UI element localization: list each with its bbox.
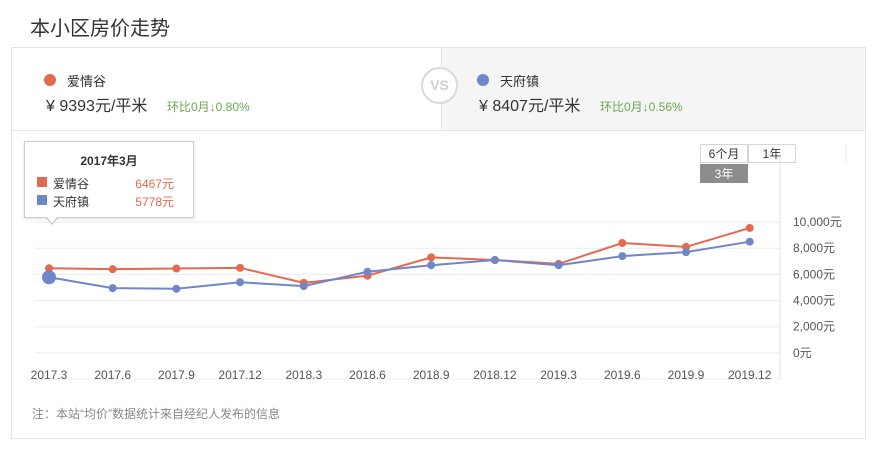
y-tick-label: 8,000元: [793, 241, 835, 255]
x-tick-label: 2017.12: [218, 368, 262, 382]
data-point[interactable]: [554, 261, 563, 270]
x-tick-label: 2019.6: [604, 368, 641, 382]
left-color-dot: [44, 74, 56, 86]
tooltip-name-left: 爱情谷: [53, 177, 90, 191]
tab-3-years[interactable]: 3年: [700, 164, 748, 183]
price-trend-chart: 10,000元 8,000元 6,000元 4,000元 2,000元 0元 2017.3…: [31, 144, 847, 382]
data-point[interactable]: [45, 264, 53, 273]
right-community-name: 天府镇: [500, 74, 540, 89]
y-axis: 10,000元 8,000元 6,000元 4,000元 2,000元 0元: [793, 215, 842, 360]
y-tick-label: 2,000元: [793, 320, 835, 334]
left-community-name: 爱情谷: [67, 74, 107, 89]
data-point[interactable]: [618, 252, 627, 261]
right-community-change: 环比0月↓0.56%: [600, 100, 683, 114]
series-line-left: [48, 227, 750, 284]
x-axis: 2017.3 2017.6 2017.9 2017.12 2018.3 2018.6 201…: [31, 368, 772, 382]
x-tick-label: 2017.9: [158, 368, 195, 382]
tooltip-row-left: 爱情谷 6467元: [37, 175, 187, 191]
left-community-price: ¥ 9393元/平米: [46, 98, 148, 115]
left-community-change: 环比0月↓0.80%: [167, 100, 250, 114]
x-tick-label: 2018.3: [285, 368, 322, 382]
x-tick-label: 2019.3: [540, 368, 577, 382]
tooltip-value-right: 5778元: [135, 195, 174, 209]
chart-grid: [34, 144, 847, 380]
chart-tooltip: 2017年3月 爱情谷 6467元 天府镇 5778元: [24, 141, 194, 225]
data-point[interactable]: [172, 264, 181, 273]
series-lines: [48, 227, 750, 290]
tooltip-swatch-right: [37, 195, 47, 205]
community-right: 天府镇 ¥ 8407元/平米 环比0月↓0.56%: [477, 70, 777, 116]
tooltip-title: 2017年3月: [80, 154, 138, 168]
data-point[interactable]: [618, 239, 627, 247]
data-point[interactable]: [745, 237, 754, 246]
community-right-bg: 天府镇 ¥ 8407元/平米 环比0月↓0.56%: [441, 48, 865, 130]
data-point[interactable]: [108, 265, 117, 274]
tab-1-year[interactable]: 1年: [748, 144, 796, 163]
price-trend-panel: 爱情谷 ¥ 9393元/平米 环比0月↓0.80% 天府镇 ¥ 8407元/平米…: [11, 47, 866, 439]
y-tick-label: 0元: [793, 346, 812, 360]
tooltip-row-right: 天府镇 5778元: [37, 193, 187, 209]
data-point[interactable]: [42, 270, 56, 285]
right-community-price: ¥ 8407元/平米: [479, 98, 581, 115]
data-point[interactable]: [299, 282, 308, 291]
data-point[interactable]: [427, 253, 436, 262]
tooltip-swatch-left: [37, 177, 47, 187]
series-line-right: [48, 240, 750, 290]
data-point[interactable]: [427, 261, 436, 270]
data-point[interactable]: [172, 284, 181, 293]
y-tick-label: 10,000元: [793, 215, 842, 229]
data-point[interactable]: [108, 284, 117, 293]
x-tick-label: 2019.9: [668, 368, 705, 382]
data-source-note: 注：本站“均价”数据统计来自经纪人发布的信息: [32, 407, 280, 421]
data-point[interactable]: [363, 267, 372, 276]
community-left: 爱情谷 ¥ 9393元/平米 环比0月↓0.80%: [44, 70, 344, 116]
x-tick-label: 2018.6: [349, 368, 386, 382]
right-color-dot: [477, 74, 489, 86]
x-tick-label: 2018.9: [413, 368, 450, 382]
x-tick-label: 2017.6: [94, 368, 131, 382]
tooltip-arrow-inner: [46, 216, 58, 223]
tab-6-months[interactable]: 6个月: [700, 144, 748, 163]
tooltip-value-left: 6467元: [135, 177, 174, 191]
x-tick-label: 2019.12: [728, 368, 772, 382]
series-points: [42, 223, 754, 293]
y-tick-label: 6,000元: [793, 267, 835, 281]
x-tick-label: 2017.3: [31, 368, 68, 382]
tooltip-name-right: 天府镇: [53, 195, 90, 209]
page-title: 本小区房价走势: [30, 18, 170, 40]
community-compare: 爱情谷 ¥ 9393元/平米 环比0月↓0.80% 天府镇 ¥ 8407元/平米…: [12, 48, 865, 131]
data-point[interactable]: [745, 223, 754, 232]
y-tick-label: 4,000元: [793, 294, 835, 308]
vs-badge: VS: [421, 67, 458, 104]
data-point[interactable]: [490, 256, 499, 264]
data-point[interactable]: [236, 278, 245, 287]
data-point[interactable]: [682, 248, 690, 257]
x-tick-label: 2018.12: [473, 368, 517, 382]
data-point[interactable]: [236, 263, 245, 272]
